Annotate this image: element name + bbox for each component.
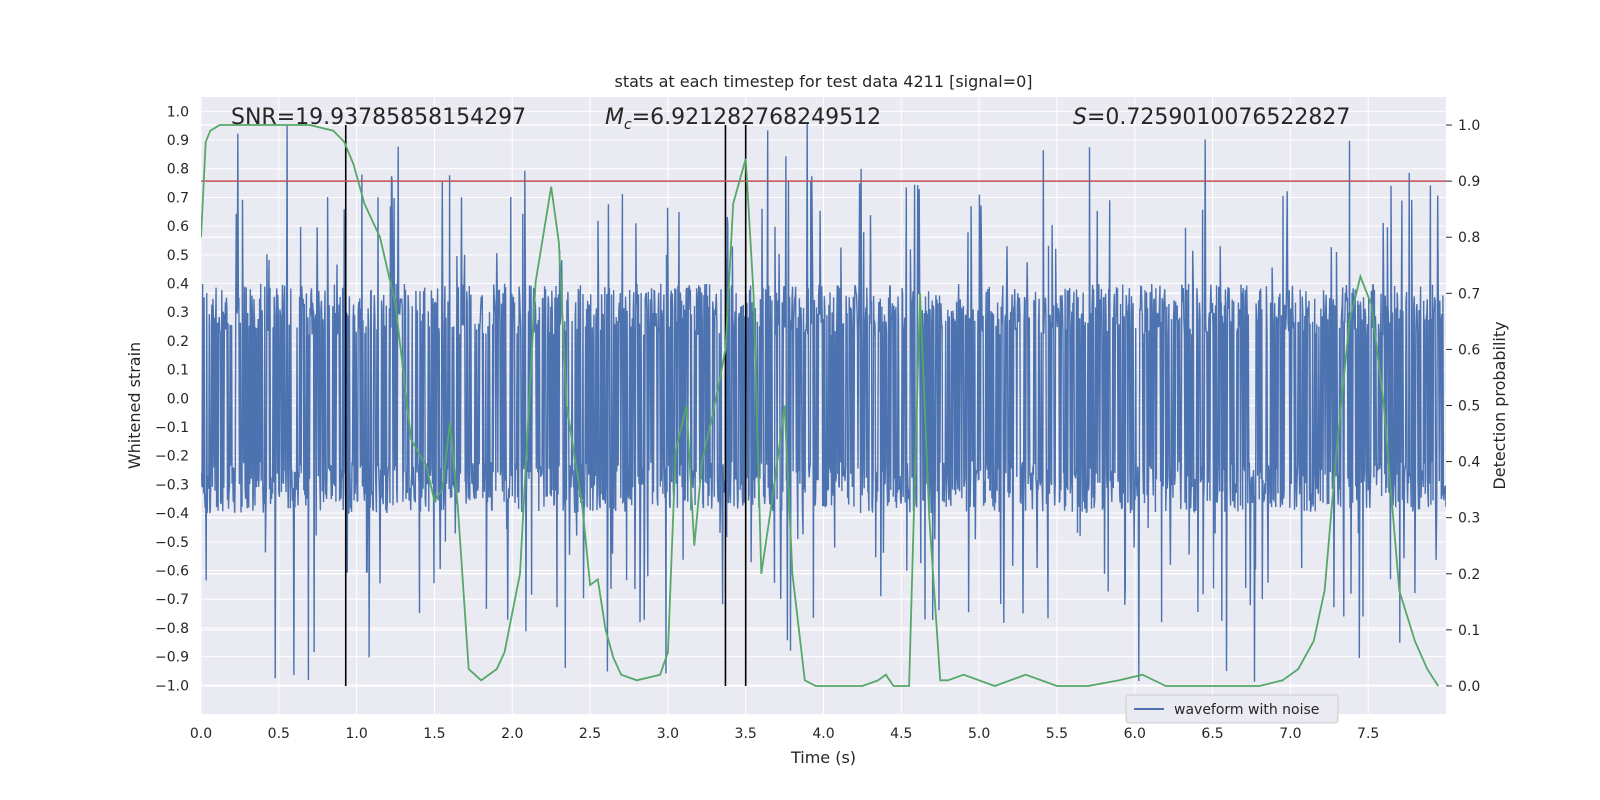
mc-value: =6.921282768249512	[632, 105, 881, 130]
x-tick-label: 6.5	[1201, 726, 1223, 742]
mc-subscript: c	[624, 117, 632, 133]
x-tick-label: 2.5	[579, 726, 601, 742]
s-symbol: S	[1073, 105, 1087, 130]
left-y-tick-label: −0.3	[155, 477, 189, 493]
snr-annotation: SNR=19.93785858154297	[231, 105, 526, 130]
left-y-tick-label: −0.5	[155, 535, 189, 551]
x-tick-label: 7.0	[1279, 726, 1301, 742]
left-y-tick-label: −0.9	[155, 650, 189, 666]
x-tick-label: 5.0	[968, 726, 990, 742]
left-y-tick-label: 0.3	[167, 305, 189, 321]
left-y-tick-label: −0.6	[155, 564, 189, 580]
left-y-tick-label: 1.0	[167, 104, 189, 120]
left-y-axis-label: Whitened strain	[125, 342, 144, 469]
x-tick-label: 4.0	[812, 726, 834, 742]
left-y-tick-label: 0.9	[167, 133, 189, 149]
left-y-tick-label: −1.0	[155, 678, 189, 694]
x-tick-label: 1.5	[423, 726, 445, 742]
plot-area	[201, 123, 1446, 687]
left-y-tick-label: −0.4	[155, 506, 189, 522]
x-tick-label: 3.0	[657, 726, 679, 742]
left-y-tick-label: −0.1	[155, 420, 189, 436]
legend-entry-waveform: waveform with noise	[1174, 702, 1319, 718]
detection-probability-line	[201, 124, 1439, 687]
chirp-mass-annotation: Mc=6.921282768249512	[605, 105, 881, 133]
s-annotation: S=0.7259010076522827	[1073, 105, 1350, 130]
vertical-markers	[344, 125, 747, 686]
left-y-tick-label: 0.7	[167, 190, 189, 206]
right-y-tick-label: 0.2	[1458, 567, 1480, 583]
x-tick-label: 1.0	[345, 726, 367, 742]
waveform-series	[201, 123, 1446, 682]
legend: waveform with noise	[1125, 694, 1339, 724]
x-axis-ticks: 0.0 0.5 1.0 1.5 2.0 2.5 3.0 3.5 4.0 4.5 5.0 5.5 6.0 6…	[190, 726, 1379, 742]
right-y-tick-label: 0.4	[1458, 455, 1480, 471]
chart-title: stats at each timestep for test data 421…	[614, 72, 1032, 91]
mc-symbol: M	[605, 105, 624, 130]
right-y-tick-label: 0.7	[1458, 286, 1480, 302]
left-y-tick-label: 0.0	[167, 391, 189, 407]
x-tick-label: 7.5	[1357, 726, 1379, 742]
x-tick-label: 0.5	[268, 726, 290, 742]
waveform-line	[201, 123, 1446, 682]
left-y-tick-label: −0.7	[155, 592, 189, 608]
left-y-tick-label: 0.4	[167, 277, 189, 293]
right-y-tick-label: 0.0	[1458, 679, 1480, 695]
left-y-tick-label: 0.6	[167, 219, 189, 235]
x-tick-label: 3.5	[735, 726, 757, 742]
legend-box	[1125, 694, 1339, 724]
left-y-tick-label: −0.2	[155, 449, 189, 465]
left-y-tick-label: 0.8	[167, 162, 189, 178]
right-y-tick-label: 0.3	[1458, 511, 1480, 527]
right-y-tick-label: 0.6	[1458, 342, 1480, 358]
left-y-axis-ticks: 1.0 0.9 0.8 0.7 0.6 0.5 0.4 0.3 0.2 0.1 0.0 −0.1 −0.…	[155, 104, 189, 694]
x-tick-label: 6.0	[1124, 726, 1146, 742]
right-y-tick-label: 0.8	[1458, 230, 1480, 246]
right-y-axis-label: Detection probability	[1490, 321, 1509, 489]
x-tick-label: 5.5	[1046, 726, 1068, 742]
right-y-tick-label: 0.5	[1458, 399, 1480, 415]
right-y-tick-label: 1.0	[1458, 118, 1480, 134]
right-y-tick-label: 0.9	[1458, 174, 1480, 190]
s-value: =0.7259010076522827	[1087, 105, 1350, 130]
right-y-axis-ticks: 1.0 0.9 0.8 0.7 0.6 0.5 0.4 0.3 0.2 0.1 0.0	[1446, 118, 1480, 695]
left-y-tick-label: 0.5	[167, 248, 189, 264]
x-axis-label: Time (s)	[790, 748, 856, 767]
right-y-tick-label: 0.1	[1458, 623, 1480, 639]
x-tick-label: 0.0	[190, 726, 212, 742]
left-y-tick-label: 0.2	[167, 334, 189, 350]
left-y-tick-label: −0.8	[155, 621, 189, 637]
x-tick-label: 2.0	[501, 726, 523, 742]
left-y-tick-label: 0.1	[167, 363, 189, 379]
x-tick-label: 4.5	[890, 726, 912, 742]
